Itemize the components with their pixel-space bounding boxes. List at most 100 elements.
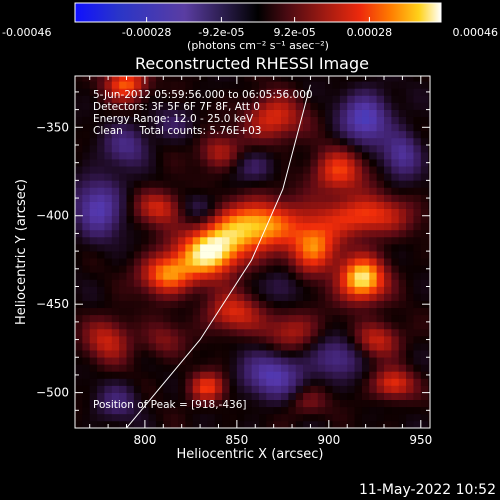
heatmap-cell: [376, 137, 385, 146]
heatmap-cell: [361, 279, 370, 287]
heatmap-cell: [229, 95, 238, 103]
heatmap-cell: [104, 187, 113, 195]
heatmap-cell: [82, 109, 91, 117]
heatmap-cell: [361, 236, 370, 245]
heatmap-cell: [266, 307, 274, 316]
heatmap-cell: [317, 399, 326, 408]
heatmap-cell: [75, 137, 83, 146]
heatmap-cell: [361, 123, 370, 132]
heatmap-cell: [295, 222, 304, 231]
heatmap-cell: [295, 279, 304, 287]
heatmap-cell: [376, 293, 385, 301]
heatmap-cell: [325, 166, 333, 174]
heatmap-cell: [361, 109, 370, 117]
heatmap-cell: [347, 371, 355, 379]
heatmap-cell: [310, 357, 319, 365]
heatmap-cell: [82, 392, 91, 400]
heatmap-cell: [119, 173, 127, 181]
heatmap-cell: [391, 350, 400, 358]
heatmap-cell: [148, 201, 157, 209]
heatmap-cell: [413, 102, 422, 110]
heatmap-cell: [420, 130, 429, 139]
heatmap-cell: [75, 378, 83, 386]
heatmap-cell: [281, 420, 289, 428]
heatmap-cell: [354, 144, 363, 153]
heatmap-cell: [384, 244, 392, 252]
heatmap-cell: [178, 116, 186, 125]
heatmap-cell: [170, 307, 179, 316]
heatmap-cell: [163, 144, 171, 153]
heatmap-cell: [339, 286, 348, 294]
heatmap-cell: [104, 413, 113, 422]
heatmap-cell: [266, 109, 274, 117]
heatmap-cell: [413, 229, 422, 238]
heatmap-cell: [97, 265, 105, 273]
heatmap-cell: [89, 321, 98, 330]
heatmap-cell: [104, 286, 113, 294]
heatmap-cell: [192, 130, 201, 139]
heatmap-cell: [170, 109, 179, 117]
heatmap-cell: [303, 137, 311, 146]
heatmap-cell: [295, 413, 304, 422]
heatmap-cell: [155, 116, 164, 125]
heatmap-cell: [354, 215, 363, 224]
heatmap-cell: [376, 144, 385, 153]
heatmap-cell: [82, 328, 91, 337]
heatmap-cell: [178, 251, 186, 259]
heatmap-cell: [155, 187, 164, 195]
heatmap-cell: [155, 321, 164, 330]
heatmap-cell: [82, 265, 91, 273]
heatmap-cell: [82, 378, 91, 386]
heatmap-cell: [303, 208, 311, 217]
heatmap-cell: [148, 378, 157, 386]
heatmap-cell: [244, 116, 252, 125]
heatmap-cell: [361, 364, 370, 372]
heatmap-cell: [281, 173, 289, 181]
heatmap-cell: [170, 76, 179, 82]
heatmap-cell: [200, 137, 208, 146]
heatmap-cell: [155, 392, 164, 400]
heatmap-cell: [325, 173, 333, 181]
heatmap-cell: [369, 406, 377, 415]
heatmap-cell: [178, 399, 186, 408]
heatmap-cell: [310, 378, 319, 386]
heatmap-cell: [317, 314, 326, 323]
heatmap-cell: [170, 364, 179, 372]
heatmap-cell: [163, 102, 171, 110]
heatmap-cell: [148, 222, 157, 231]
heatmap-cell: [317, 265, 326, 273]
heatmap-cell: [332, 116, 341, 125]
heatmap-cell: [192, 371, 201, 379]
heatmap-cell: [295, 314, 304, 323]
heatmap-cell: [384, 116, 392, 125]
heatmap-cell: [398, 180, 407, 188]
heatmap-cell: [126, 300, 135, 309]
heatmap-cell: [207, 279, 216, 287]
heatmap-cell: [332, 88, 341, 96]
heatmap-cell: [222, 286, 230, 294]
heatmap-cell: [185, 321, 194, 330]
heatmap-cell: [406, 265, 414, 273]
heatmap-cell: [354, 293, 363, 301]
heatmap-cell: [398, 272, 407, 280]
heatmap-cell: [185, 357, 194, 365]
heatmap-cell: [163, 357, 171, 365]
heatmap-cell: [310, 208, 319, 217]
heatmap-cell: [236, 413, 245, 422]
heatmap-cell: [148, 208, 157, 217]
heatmap-cell: [369, 307, 377, 316]
heatmap-cell: [347, 194, 355, 202]
heatmap-cell: [398, 343, 407, 351]
heatmap-cell: [317, 152, 326, 160]
heatmap-cell: [325, 152, 333, 160]
heatmap-cell: [119, 215, 127, 224]
heatmap-cell: [428, 215, 430, 224]
heatmap-cell: [310, 102, 319, 110]
heatmap-cell: [148, 420, 157, 428]
heatmap-cell: [170, 343, 179, 351]
heatmap-cell: [119, 286, 127, 294]
heatmap-cell: [200, 392, 208, 400]
heatmap-cell: [384, 314, 392, 323]
heatmap-cell: [222, 116, 230, 125]
heatmap-cell: [192, 109, 201, 117]
